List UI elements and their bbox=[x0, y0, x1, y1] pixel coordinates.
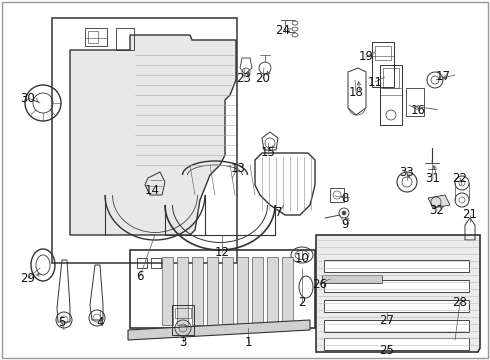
Bar bbox=[383, 68, 399, 88]
Bar bbox=[130, 250, 315, 328]
Text: 30: 30 bbox=[21, 91, 35, 104]
Polygon shape bbox=[70, 35, 236, 235]
Bar bbox=[52, 18, 237, 263]
Text: 19: 19 bbox=[359, 50, 373, 63]
Bar bbox=[222, 257, 233, 325]
Text: 7: 7 bbox=[275, 207, 283, 220]
Text: 20: 20 bbox=[256, 72, 270, 85]
Bar bbox=[175, 308, 191, 318]
Text: 13: 13 bbox=[231, 162, 245, 175]
Text: 1: 1 bbox=[244, 336, 252, 348]
Text: 14: 14 bbox=[145, 184, 160, 197]
Bar bbox=[282, 257, 293, 325]
Bar bbox=[177, 257, 188, 325]
Text: 2: 2 bbox=[298, 296, 306, 309]
Text: 3: 3 bbox=[179, 336, 187, 348]
Text: 8: 8 bbox=[342, 192, 349, 204]
Circle shape bbox=[342, 211, 346, 215]
Text: 17: 17 bbox=[436, 69, 450, 82]
Bar bbox=[162, 257, 173, 325]
Bar bbox=[252, 257, 263, 325]
Bar bbox=[88, 31, 98, 43]
Bar bbox=[372, 42, 394, 87]
Bar bbox=[324, 338, 469, 350]
Bar bbox=[85, 28, 107, 46]
Text: 28: 28 bbox=[453, 296, 467, 309]
Bar bbox=[172, 305, 194, 335]
Bar bbox=[380, 65, 402, 125]
Text: 26: 26 bbox=[313, 278, 327, 291]
Polygon shape bbox=[428, 195, 450, 208]
Text: 22: 22 bbox=[452, 171, 467, 184]
Text: 15: 15 bbox=[261, 145, 275, 158]
Polygon shape bbox=[316, 235, 480, 352]
Bar bbox=[322, 275, 382, 283]
Text: 32: 32 bbox=[430, 203, 444, 216]
Text: 24: 24 bbox=[275, 23, 291, 36]
Text: 18: 18 bbox=[348, 85, 364, 99]
Bar bbox=[406, 88, 424, 116]
Text: 4: 4 bbox=[96, 315, 104, 328]
Bar bbox=[151, 258, 161, 268]
Text: 23: 23 bbox=[237, 72, 251, 85]
Bar bbox=[207, 257, 218, 325]
Bar bbox=[324, 280, 469, 292]
Text: 25: 25 bbox=[380, 343, 394, 356]
Bar bbox=[324, 300, 469, 312]
Text: 21: 21 bbox=[463, 208, 477, 221]
Text: 29: 29 bbox=[21, 271, 35, 284]
Text: 11: 11 bbox=[368, 76, 383, 89]
Bar bbox=[237, 257, 248, 325]
Bar bbox=[116, 28, 134, 50]
Bar bbox=[137, 258, 147, 268]
Text: 16: 16 bbox=[411, 104, 425, 117]
Text: 31: 31 bbox=[425, 171, 441, 184]
Bar bbox=[267, 257, 278, 325]
Bar bbox=[375, 46, 391, 60]
Text: 10: 10 bbox=[294, 252, 310, 265]
Bar bbox=[324, 260, 469, 272]
Bar bbox=[324, 320, 469, 332]
Text: 6: 6 bbox=[136, 270, 144, 283]
Text: 5: 5 bbox=[58, 315, 66, 328]
Text: 33: 33 bbox=[400, 166, 415, 179]
Polygon shape bbox=[128, 320, 310, 340]
Text: 27: 27 bbox=[379, 314, 394, 327]
Bar bbox=[330, 188, 344, 202]
Bar bbox=[192, 257, 203, 325]
Text: 9: 9 bbox=[341, 217, 349, 230]
Text: 12: 12 bbox=[215, 246, 229, 258]
